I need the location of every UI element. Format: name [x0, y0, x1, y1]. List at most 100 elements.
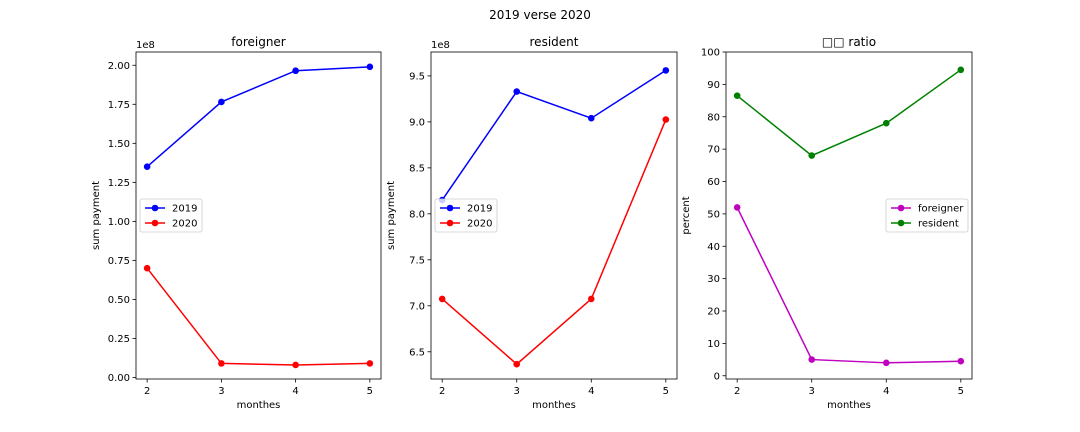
- axes-frame: [430, 51, 678, 380]
- y-tick-label: 80: [707, 112, 720, 123]
- x-tick-label: 5: [663, 386, 669, 397]
- y-tick-label: 8.5: [409, 163, 425, 174]
- data-point: [218, 98, 225, 106]
- axes-frame: [135, 51, 382, 380]
- data-point: [587, 295, 595, 303]
- data-point: [218, 360, 225, 367]
- data-point: [587, 114, 595, 122]
- legend-label: 2019: [467, 204, 492, 215]
- data-point: [513, 360, 521, 368]
- data-point: [733, 92, 741, 100]
- x-axis-label: monthes: [237, 400, 281, 411]
- x-tick-label: 3: [809, 386, 815, 397]
- y-tick-label: 1.25: [108, 178, 130, 189]
- legend: 2019 2020: [434, 198, 498, 233]
- x-tick-label: 4: [883, 386, 889, 397]
- y-tick-label: 100: [701, 48, 720, 59]
- data-point: [662, 116, 670, 123]
- series-line-resident: [736, 69, 962, 157]
- legend-label: 2019: [172, 204, 197, 215]
- data-point: [143, 163, 151, 171]
- y-tick-label: 1.75: [108, 100, 130, 111]
- y-tick-label: 50: [707, 209, 720, 220]
- legend-marker: [897, 219, 905, 227]
- data-point: [882, 119, 890, 127]
- y-offset-text: 1e8: [136, 40, 155, 51]
- y-offset-text: 1e8: [431, 40, 450, 51]
- data-point: [143, 264, 151, 272]
- legend-marker: [151, 219, 159, 227]
- subplot-1: foreigner 0.00 0.25 0.50 0.75 1.00 1.25 1.50 1.7…: [91, 35, 382, 411]
- legend-label: foreigner: [918, 204, 964, 215]
- x-tick-label: 3: [514, 386, 520, 397]
- y-tick-label: 2.00: [108, 61, 130, 72]
- y-axis-label: percent: [681, 196, 692, 234]
- legend-marker: [897, 204, 905, 212]
- x-tick-label: 5: [367, 386, 373, 397]
- x-tick-label: 4: [292, 386, 298, 397]
- series-line-foreigner: [736, 207, 961, 364]
- x-tick-label: 2: [144, 386, 150, 397]
- data-point: [733, 204, 741, 211]
- data-point: [366, 63, 374, 71]
- data-point: [662, 67, 670, 74]
- legend-marker: [446, 204, 454, 212]
- y-tick-label: 90: [707, 80, 720, 91]
- subplot-title: foreigner: [231, 35, 286, 49]
- y-tick-label: 9.0: [409, 117, 425, 128]
- x-tick-label: 5: [958, 386, 964, 397]
- y-tick-label: 40: [707, 242, 720, 253]
- y-tick-label: 60: [707, 177, 720, 188]
- y-tick-label: 70: [707, 145, 720, 156]
- data-point: [957, 357, 965, 365]
- subplot-title: resident: [530, 35, 579, 49]
- x-tick-label: 3: [218, 386, 224, 397]
- y-tick-label: 0.75: [108, 256, 130, 267]
- data-point: [366, 360, 374, 367]
- y-tick-label: 20: [707, 307, 720, 318]
- y-tick-label: 0.50: [108, 295, 130, 306]
- subplot-title: □□ ratio: [822, 35, 876, 49]
- subplot-3: □□ ratio 0 10 20 30 40 50 60 70 80 90 100 2 3 4 5 monthe…: [681, 35, 973, 411]
- y-axis-label: sum payment: [91, 181, 102, 250]
- y-tick-label: 8.0: [409, 209, 425, 220]
- y-tick-label: 0.25: [108, 334, 130, 345]
- series-line-2020: [441, 119, 667, 366]
- legend-marker: [151, 204, 159, 212]
- x-tick-label: 2: [439, 386, 445, 397]
- data-point: [808, 152, 816, 159]
- x-tick-label: 4: [588, 386, 594, 397]
- series-line-2020: [146, 267, 370, 366]
- y-tick-label: 0.00: [108, 373, 130, 384]
- figure-title: 2019 verse 2020: [489, 8, 591, 22]
- series-line-2019: [441, 69, 667, 201]
- data-point: [808, 356, 816, 363]
- data-point: [292, 67, 299, 75]
- legend-label: 2020: [172, 219, 197, 230]
- legend-label: resident: [918, 219, 959, 230]
- y-tick-label: 1.50: [108, 139, 130, 150]
- y-tick-label: 6.5: [409, 347, 425, 358]
- axes-frame: [725, 51, 973, 380]
- y-tick-label: 7.5: [409, 255, 425, 266]
- legend: 2019 2020: [139, 198, 203, 233]
- subplot-2: resident 6.5 7.0 7.5 8.0 8.5 9.0 9.5 2 3 4 5 monthes…: [386, 35, 678, 411]
- x-axis-label: monthes: [532, 400, 576, 411]
- data-point: [438, 295, 446, 303]
- legend: foreigner resident: [885, 198, 969, 233]
- legend-label: 2020: [467, 219, 492, 230]
- data-point: [292, 361, 299, 369]
- y-tick-label: 7.0: [409, 301, 425, 312]
- data-point: [513, 88, 521, 95]
- y-tick-label: 0: [714, 371, 720, 382]
- y-tick-label: 9.5: [409, 71, 425, 82]
- y-axis-label: sum payment: [386, 181, 397, 250]
- series-line-2019: [146, 66, 370, 168]
- data-point: [957, 66, 965, 74]
- y-tick-label: 10: [707, 339, 720, 350]
- y-tick-label: 1.00: [108, 217, 130, 228]
- data-point: [882, 359, 890, 367]
- y-tick-label: 30: [707, 274, 720, 285]
- legend-marker: [446, 219, 454, 227]
